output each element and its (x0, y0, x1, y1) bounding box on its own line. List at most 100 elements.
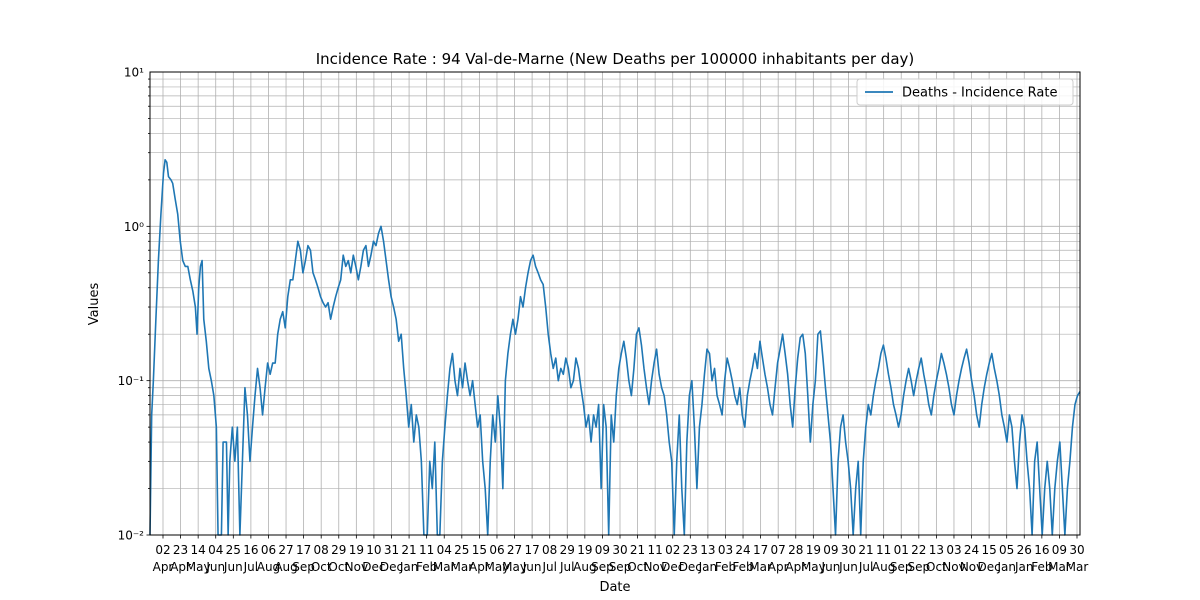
x-tick-label-day: 28 (788, 543, 803, 557)
x-tick-label-month: Nov (942, 560, 965, 574)
y-tick-label: 10⁻² (118, 529, 145, 543)
x-tick-label-day: 30 (1069, 543, 1084, 557)
x-tick-label-day: 15 (472, 543, 487, 557)
legend: Deaths - Incidence Rate (856, 78, 1074, 106)
x-tick-label-month: Jun (205, 560, 225, 574)
x-tick-label-day: 09 (1052, 543, 1067, 557)
x-tick-label-month: Jun (223, 560, 243, 574)
x-tick-label-day: 21 (401, 543, 416, 557)
x-tick-label-month: Jun (821, 560, 841, 574)
y-axis-label: Values (87, 283, 102, 326)
x-tick-label-month: Jan (698, 560, 718, 574)
x-tick-label-day: 11 (876, 543, 891, 557)
x-tick-label-month: Jul (858, 560, 873, 574)
x-tick-label-month: May (801, 560, 826, 574)
x-tick-label-month: Dec (679, 560, 702, 574)
x-tick-label-month: Nov (643, 560, 666, 574)
x-tick-label-month: Jan (1014, 560, 1034, 574)
x-tick-label-day: 07 (771, 543, 786, 557)
x-tick-label-month: Dec (380, 560, 403, 574)
x-tick-label-day: 08 (314, 543, 329, 557)
x-tick-label-day: 23 (173, 543, 188, 557)
x-tick-label-day: 27 (507, 543, 522, 557)
x-tick-label-month: Apr (768, 560, 789, 574)
x-tick-label-month: Oct (627, 560, 648, 574)
x-tick-label-month: Mar (1066, 560, 1089, 574)
x-tick-label-month: Oct (311, 560, 332, 574)
legend-entry-label: Deaths - Incidence Rate (902, 86, 1057, 101)
x-tick-label-day: 17 (524, 543, 539, 557)
x-tick-label-month: Jul (559, 560, 574, 574)
x-tick-label-month: Jun (522, 560, 542, 574)
x-tick-label-day: 06 (489, 543, 504, 557)
x-tick-label-month: Feb (715, 560, 736, 574)
plot-frame (149, 71, 1081, 536)
x-tick-label-month: Jan (996, 560, 1016, 574)
x-tick-label-day: 03 (946, 543, 961, 557)
x-tick-label-day: 21 (858, 543, 873, 557)
y-tick-label: 10¹ (124, 66, 144, 80)
x-tick-label-day: 13 (700, 543, 715, 557)
x-tick-label-day: 04 (437, 543, 452, 557)
x-tick-label-month: Jun (838, 560, 858, 574)
x-tick-label-month: Nov (960, 560, 983, 574)
x-tick-label-day: 14 (191, 543, 206, 557)
x-tick-label-day: 17 (296, 543, 311, 557)
x-tick-label-month: Oct (926, 560, 947, 574)
x-tick-label-month: Aug (872, 560, 895, 574)
x-tick-label-month: Feb (1031, 560, 1052, 574)
x-tick-label-day: 19 (349, 543, 364, 557)
x-tick-label-day: 30 (612, 543, 627, 557)
y-tick-label: 10⁻¹ (118, 374, 145, 388)
x-tick-label-day: 03 (718, 543, 733, 557)
x-tick-label-month: Jan (399, 560, 419, 574)
x-tick-label-day: 25 (226, 543, 241, 557)
x-tick-label-day: 11 (648, 543, 663, 557)
series-line-deaths-incidence-rate (149, 158, 1081, 536)
x-axis-label: Date (599, 580, 630, 595)
x-tick-label-month: Sep (890, 560, 913, 574)
x-tick-label-day: 22 (911, 543, 926, 557)
x-tick-label-month: Oct (328, 560, 349, 574)
x-tick-label-day: 02 (155, 543, 170, 557)
x-tick-label-month: May (186, 560, 211, 574)
x-tick-label-day: 21 (630, 543, 645, 557)
x-tick-label-month: Jul (541, 560, 556, 574)
x-tick-label-day: 13 (929, 543, 944, 557)
chart-title: Incidence Rate : 94 Val-de-Marne (New De… (316, 50, 914, 68)
y-axis-ticks: 10⁻² 10⁻¹ 10⁰ 10¹ (118, 66, 150, 543)
x-tick-label-month: Dec (362, 560, 385, 574)
x-tick-label-month: Sep (292, 560, 315, 574)
x-tick-label-day: 17 (753, 543, 768, 557)
legend-box (856, 78, 1074, 106)
x-tick-label-month: Aug (573, 560, 596, 574)
x-tick-label-day: 29 (560, 543, 575, 557)
x-tick-label-day: 23 (683, 543, 698, 557)
x-tick-label-month: Mar (1048, 560, 1071, 574)
x-tick-label-day: 19 (806, 543, 821, 557)
x-tick-label-day: 30 (841, 543, 856, 557)
x-tick-label-day: 19 (577, 543, 592, 557)
x-tick-label-day: 31 (384, 543, 399, 557)
x-tick-label-day: 16 (1034, 543, 1049, 557)
x-tick-label-day: 16 (243, 543, 258, 557)
x-tick-label-month: Mar (450, 560, 473, 574)
x-tick-label-month: Sep (907, 560, 930, 574)
x-tick-label-day: 24 (735, 543, 750, 557)
x-tick-label-day: 27 (278, 543, 293, 557)
x-tick-label-day: 26 (1017, 543, 1032, 557)
x-tick-label-month: Apr (170, 560, 191, 574)
x-tick-label-month: Aug (257, 560, 280, 574)
x-tick-label-day: 04 (208, 543, 223, 557)
x-tick-label-month: Sep (609, 560, 632, 574)
x-tick-label-month: May (485, 560, 510, 574)
x-tick-label-month: Aug (274, 560, 297, 574)
x-tick-label-month: Apr (785, 560, 806, 574)
grid (150, 71, 1080, 536)
y-tick-label: 10⁰ (124, 220, 144, 234)
x-tick-label-month: Feb (416, 560, 437, 574)
x-tick-label-day: 29 (331, 543, 346, 557)
x-tick-label-month: Dec (661, 560, 684, 574)
x-tick-label-month: Mar (749, 560, 772, 574)
